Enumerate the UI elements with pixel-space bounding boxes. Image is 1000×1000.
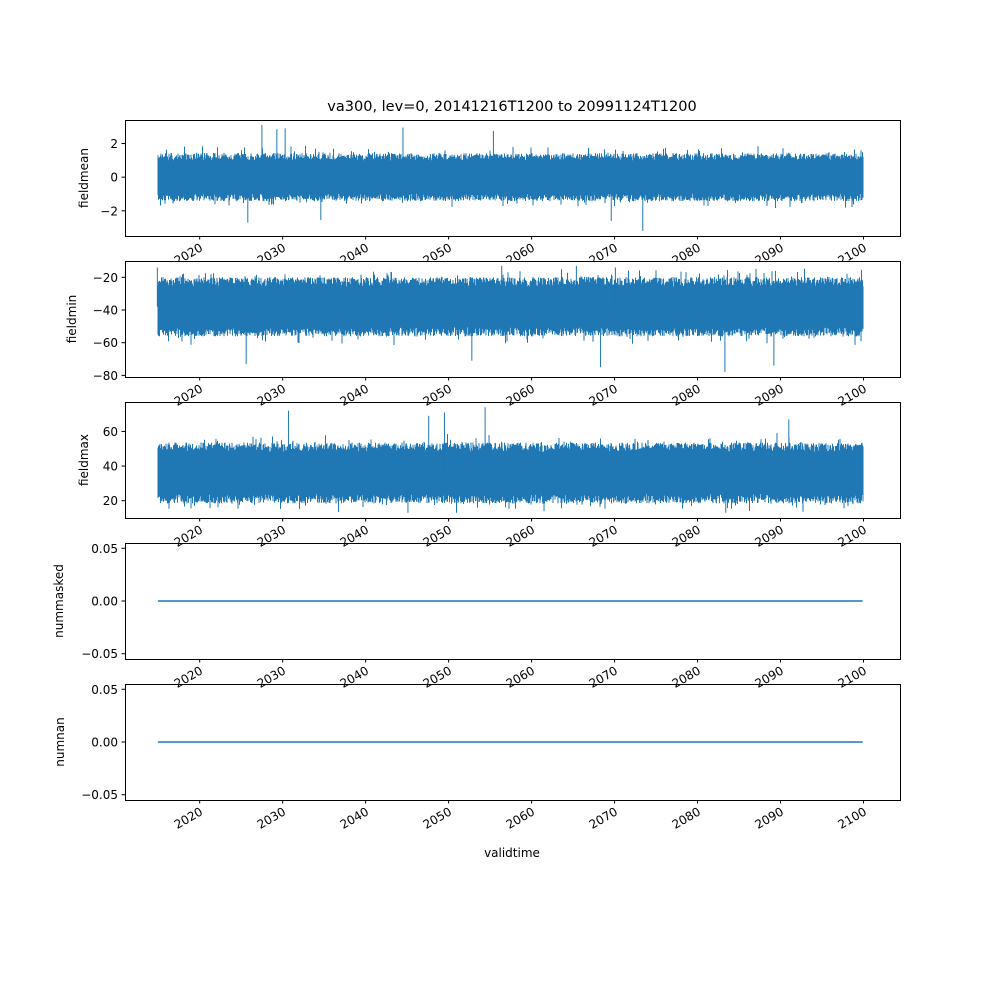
axes-frame: [125, 120, 901, 237]
x-tick-label: 2050: [421, 804, 454, 831]
x-tick-label: 2100: [836, 804, 869, 831]
y-axis-label: numnan: [53, 717, 67, 766]
series-fieldmin: [156, 265, 864, 373]
x-tick-label: 2040: [338, 804, 371, 831]
y-tick-label: −80: [93, 369, 118, 383]
overlap-mask: [126, 403, 900, 407]
x-axis-label: validtime: [484, 846, 540, 860]
y-tick-label: −20: [93, 271, 118, 285]
subplot-numnan: 0.05 0.00 −0.05 numnan 2020 2030 2040 2050 2060 2…: [53, 683, 901, 832]
x-tick-label: 2030: [255, 804, 288, 831]
y-tick-label: −60: [93, 336, 118, 350]
y-tick-label: −0.05: [81, 788, 118, 802]
y-tick-label: 0.00: [91, 595, 118, 609]
axes-frame: [125, 684, 901, 801]
x-tick-label: 2060: [504, 804, 537, 831]
y-axis-label: fieldmax: [77, 434, 91, 486]
axes-frame: [125, 402, 901, 519]
y-axis-label: fieldmean: [77, 148, 91, 208]
y-tick-label: 0.05: [91, 542, 118, 556]
y-tick-label: 0.05: [91, 683, 118, 697]
x-tick-label: 2090: [753, 804, 786, 831]
series-envelope: [157, 145, 864, 208]
y-tick-label: 60: [103, 425, 118, 439]
overlap-mask: [126, 544, 900, 548]
overlap-mask: [126, 262, 900, 266]
series-envelope: [157, 433, 864, 513]
chart-title: va300, lev=0, 20141216T1200 to 20991124T…: [327, 99, 696, 115]
axes-frame: [125, 261, 901, 378]
overlap-mask: [126, 685, 900, 689]
y-tick-label: 20: [103, 494, 118, 508]
x-tick-label: 2080: [670, 804, 703, 831]
series-fieldmax: [157, 407, 864, 513]
series-fieldmean: [157, 125, 864, 231]
y-axis-label: fieldmin: [65, 295, 79, 344]
y-tick-label: 0.00: [91, 736, 118, 750]
x-tick-label: 2020: [172, 804, 205, 831]
y-tick-label: 2: [110, 137, 118, 151]
x-tick-label: 2070: [587, 804, 620, 831]
axes-frame: [125, 543, 901, 660]
y-axis-label: nummasked: [52, 564, 66, 638]
y-tick-label: −0.05: [81, 647, 118, 661]
series-envelope: [157, 268, 864, 345]
y-tick-label: −2: [100, 204, 118, 218]
y-tick-label: 0: [110, 171, 118, 185]
y-tick-label: 40: [103, 460, 118, 474]
y-tick-label: −40: [93, 304, 118, 318]
